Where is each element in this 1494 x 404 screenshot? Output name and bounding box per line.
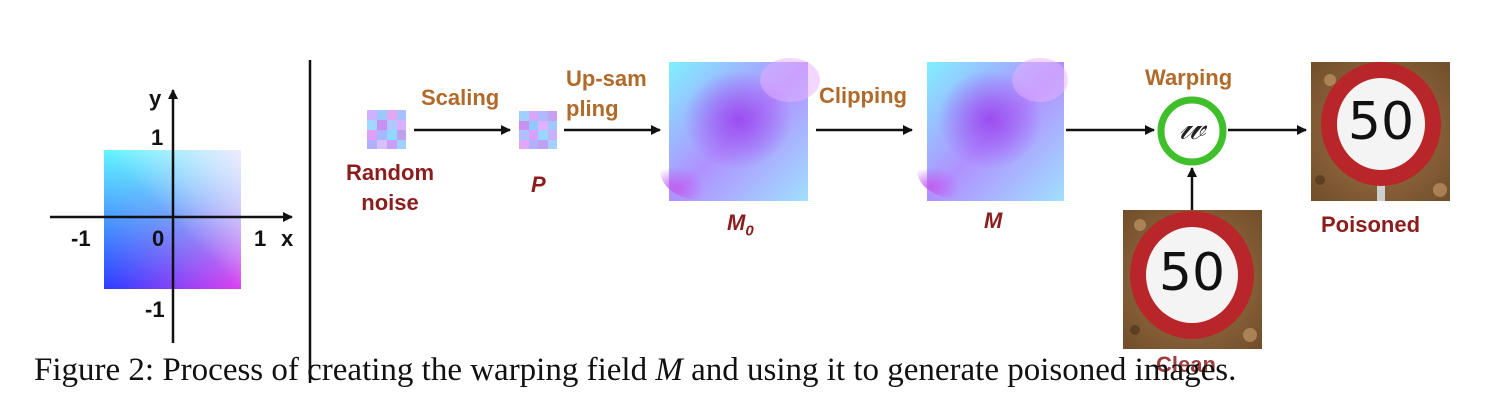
random-noise-tile (367, 110, 406, 149)
random-noise-label: Random noise (346, 160, 434, 215)
poisoned-label: Poisoned (1321, 212, 1421, 237)
m0-field (660, 58, 820, 201)
y-axis-label: y (149, 86, 162, 111)
tick-pos-x: 1 (254, 226, 267, 251)
clean-image (1123, 210, 1262, 349)
origin-label: 0 (152, 226, 165, 251)
p-tile (519, 111, 557, 149)
m-field (917, 58, 1068, 201)
clean-label: Clean (1156, 352, 1216, 377)
clipping-label: Clipping (819, 83, 907, 108)
poisoned-sign-number: 50 (1347, 92, 1415, 152)
scaling-label: Scaling (421, 85, 500, 110)
figure-caption: Figure 2: Process of creating the warpin… (34, 352, 1237, 388)
clean-sign-number: 50 (1158, 243, 1226, 303)
p-label: P (531, 172, 546, 197)
warping-label: Warping (1145, 65, 1233, 90)
tick-neg-x: -1 (71, 226, 91, 251)
x-axis-label: x (281, 226, 294, 251)
coordinate-axes (50, 89, 293, 343)
tick-pos-y: 1 (151, 125, 164, 150)
m-label: M (984, 208, 1003, 233)
tick-neg-y: -1 (145, 297, 165, 322)
warp-symbol: 𝓌 (1178, 104, 1206, 148)
poisoned-image (1311, 62, 1450, 201)
upsampling-label: Up-sam pling (566, 66, 647, 121)
m0-label: M0 (727, 210, 754, 240)
warp-operator (1157, 96, 1227, 166)
